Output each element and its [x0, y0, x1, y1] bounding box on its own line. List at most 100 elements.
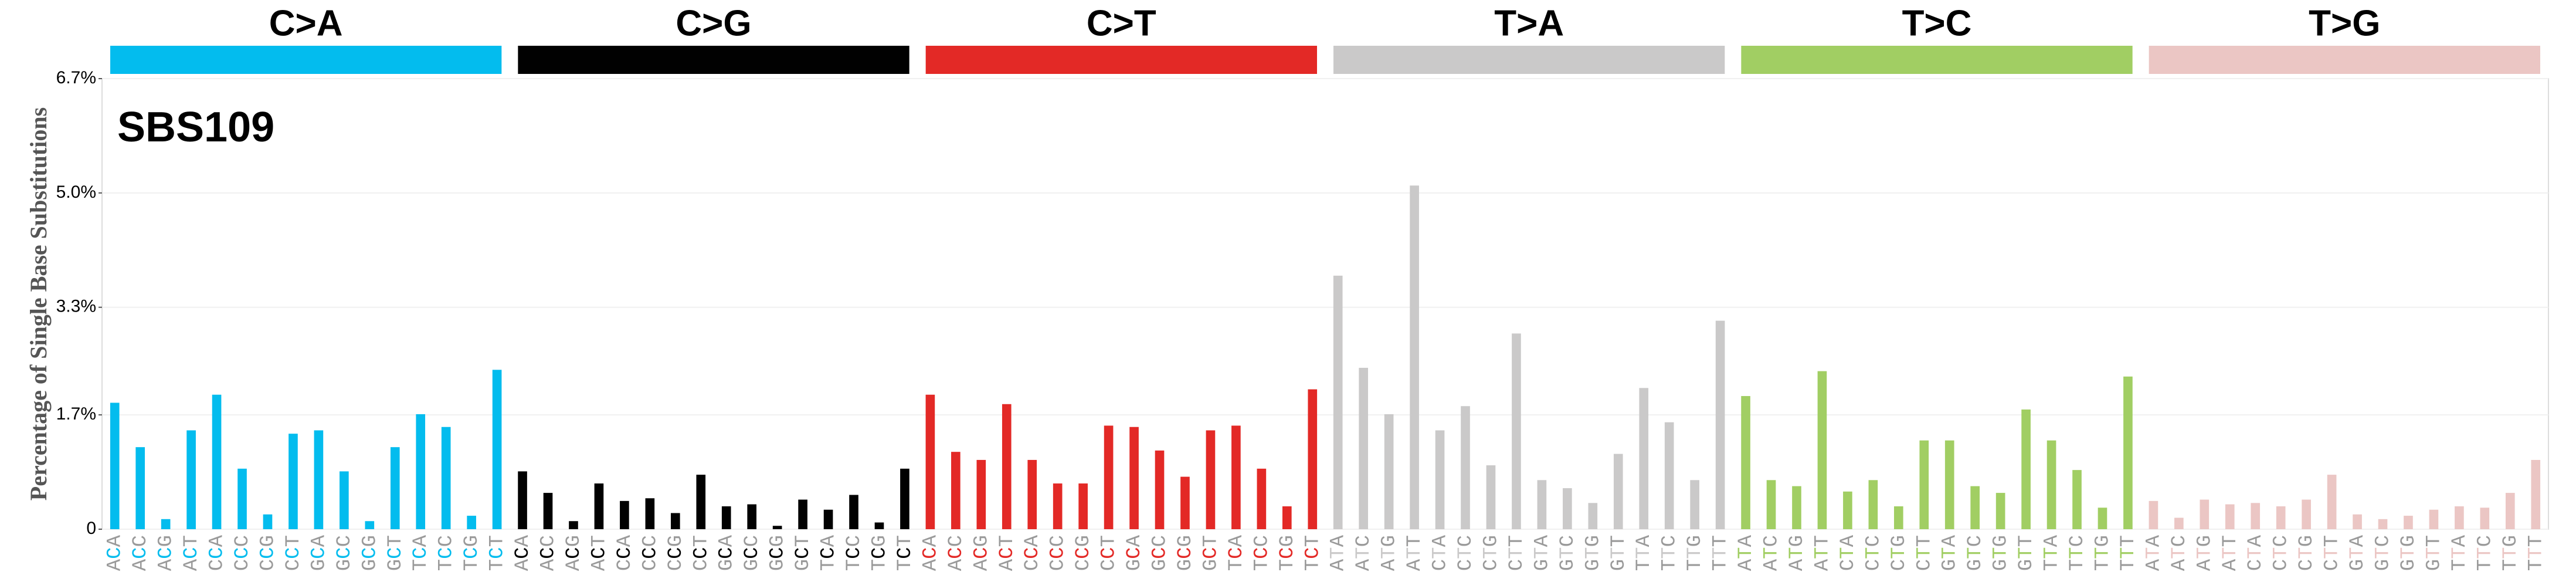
bar	[2200, 499, 2210, 529]
x-tick-label: TTA	[2449, 534, 2471, 571]
bar	[135, 447, 145, 529]
x-tick-label: ATC	[1353, 535, 1375, 571]
bar	[2480, 507, 2490, 529]
group-bar	[1741, 46, 2133, 74]
bar	[2378, 519, 2388, 529]
x-tick-label: ATG	[1786, 535, 1808, 571]
bar	[1231, 425, 1241, 529]
x-tick-label: GTG	[1990, 535, 2012, 571]
x-tick-label: TTG	[2092, 535, 2114, 571]
bar	[1257, 468, 1267, 529]
group-bar	[2149, 46, 2540, 74]
x-tick-label: GCG	[359, 535, 381, 571]
x-tick-label: GTG	[1582, 535, 1604, 571]
bar	[467, 516, 476, 529]
x-tick-label: TCG	[1277, 535, 1299, 571]
x-tick-label: CCG	[665, 535, 687, 571]
x-tick-label: GCC	[741, 535, 763, 571]
x-tick-label: GTC	[2373, 535, 2395, 571]
x-tick-label: CTA	[1837, 534, 1859, 571]
bar	[2276, 506, 2286, 529]
bar	[2353, 514, 2362, 529]
bar	[1206, 430, 1216, 529]
group-label: T>C	[1902, 3, 1972, 43]
bar	[2098, 507, 2107, 529]
x-tick-label: CTC	[1862, 535, 1885, 571]
x-tick-label: ACA	[919, 534, 942, 571]
x-tick-label: GCA	[308, 534, 330, 571]
bar	[951, 452, 961, 529]
bar	[1078, 483, 1088, 529]
bar	[696, 475, 706, 529]
x-tick-label: ATA	[2143, 534, 2165, 571]
x-tick-label: ACT	[996, 535, 1019, 571]
bar	[441, 427, 451, 529]
bar	[1690, 480, 1699, 529]
x-tick-label: CTG	[1888, 535, 1910, 571]
x-tick-label: ACG	[970, 535, 993, 571]
x-tick-label: GCC	[1149, 535, 1172, 571]
bar	[390, 447, 400, 529]
bar	[518, 471, 527, 529]
x-tick-label: CCG	[257, 535, 279, 571]
x-tick-label: ATA	[1328, 534, 1350, 571]
bar	[1410, 185, 1419, 529]
x-tick-label: TCG	[868, 535, 891, 571]
bar	[2455, 506, 2464, 529]
x-tick-label: TTT	[2117, 535, 2140, 571]
x-tick-label: CTA	[1430, 534, 1452, 571]
bar	[1002, 404, 1012, 529]
y-tick-label: 3.3%	[56, 297, 96, 316]
x-tick-label: CTA	[2245, 534, 2267, 571]
x-tick-label: GCT	[792, 535, 814, 571]
bar	[1512, 333, 1521, 529]
x-tick-label: ACT	[588, 535, 610, 571]
bar	[976, 459, 986, 529]
group-bar	[1333, 46, 1725, 74]
group-label: C>T	[1087, 3, 1156, 43]
x-tick-label: ACT	[181, 535, 203, 571]
bar	[1282, 506, 1292, 529]
x-tick-label: CCG	[1073, 535, 1095, 571]
x-tick-label: ACA	[512, 534, 534, 571]
bar	[2302, 499, 2311, 529]
x-tick-label: ATC	[2168, 535, 2191, 571]
bar	[1639, 388, 1649, 529]
group-bar	[925, 46, 1317, 74]
x-tick-label: TTG	[2500, 535, 2522, 571]
bar	[1435, 430, 1445, 529]
x-tick-label: ATC	[1761, 535, 1783, 571]
x-tick-label: GTA	[2347, 534, 2369, 571]
bar	[365, 521, 375, 529]
y-axis-label: Percentage of Single Base Substitutions	[25, 107, 52, 500]
bar	[1919, 440, 1929, 529]
bar	[2149, 500, 2158, 529]
bar	[1129, 427, 1139, 529]
bar	[186, 430, 196, 529]
bar	[747, 504, 757, 529]
x-tick-label: CCA	[1021, 534, 1044, 571]
x-tick-label: CTC	[2270, 535, 2293, 571]
bar	[1995, 493, 2005, 529]
bar	[2021, 409, 2031, 529]
bar	[1104, 425, 1114, 529]
x-tick-label: TCT	[1302, 535, 1324, 571]
x-tick-label: GCA	[716, 534, 738, 571]
bar	[1359, 367, 1369, 529]
x-tick-label: TTC	[2066, 535, 2089, 571]
bar	[2429, 509, 2439, 529]
y-tick-label: 5.0%	[56, 182, 96, 202]
bar	[237, 468, 247, 529]
x-tick-label: ACG	[155, 535, 178, 571]
bar	[670, 513, 680, 529]
x-tick-label: TCA	[410, 534, 432, 571]
x-tick-label: GCG	[1175, 535, 1197, 571]
x-tick-label: TCG	[461, 535, 483, 571]
bar	[874, 522, 884, 529]
bar	[721, 506, 731, 529]
group-label: T>G	[2309, 3, 2380, 43]
bar	[925, 394, 935, 529]
bar	[110, 402, 120, 529]
x-tick-label: ATT	[1404, 535, 1426, 571]
